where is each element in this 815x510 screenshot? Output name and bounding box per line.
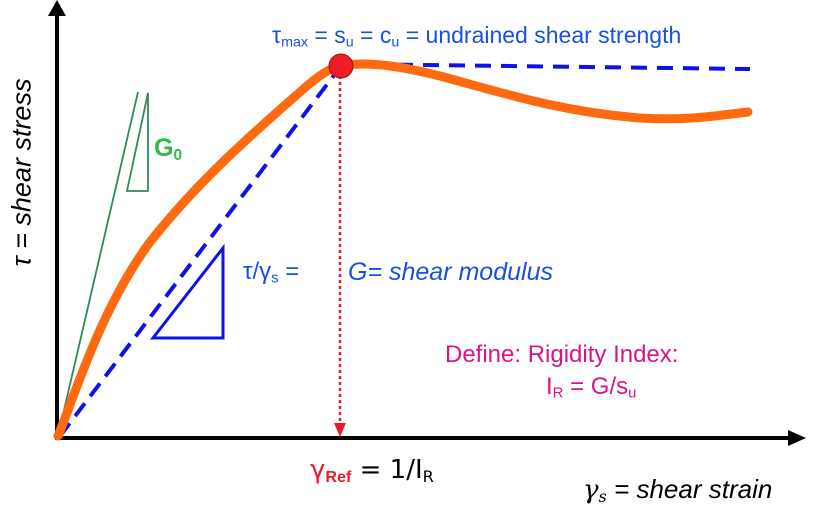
peak-strength-marker [328, 53, 354, 79]
gamma-ref-arrow-icon [334, 423, 346, 437]
peak-plateau-line [344, 62, 751, 71]
shear-modulus-label: G= shear modulus [348, 258, 553, 286]
ratio-label: τ/γs = [243, 258, 300, 287]
g0-slope-triangle [125, 92, 149, 192]
y-axis-arrow-icon [48, 0, 66, 16]
y-axis-label: τ = shear stress [6, 78, 37, 267]
rigidity-index-define: Define: Rigidity Index: [445, 341, 679, 368]
x-axis-label: γs = shear strain [583, 474, 773, 507]
gamma-ref-label: γRef = 1/IR [310, 455, 434, 487]
g0-label: G0 [154, 134, 183, 164]
rigidity-index-formula: IR = G/su [546, 373, 637, 402]
g-slope-triangle [149, 243, 225, 340]
undrained-strength-label: τmax = su = cu = undrained shear strengt… [272, 22, 682, 51]
secant-modulus-line [58, 68, 340, 438]
x-axis-arrow-icon [788, 430, 806, 446]
stress-strain-curve [53, 59, 753, 441]
g0-tangent-line [57, 91, 139, 437]
axes [48, 0, 806, 446]
